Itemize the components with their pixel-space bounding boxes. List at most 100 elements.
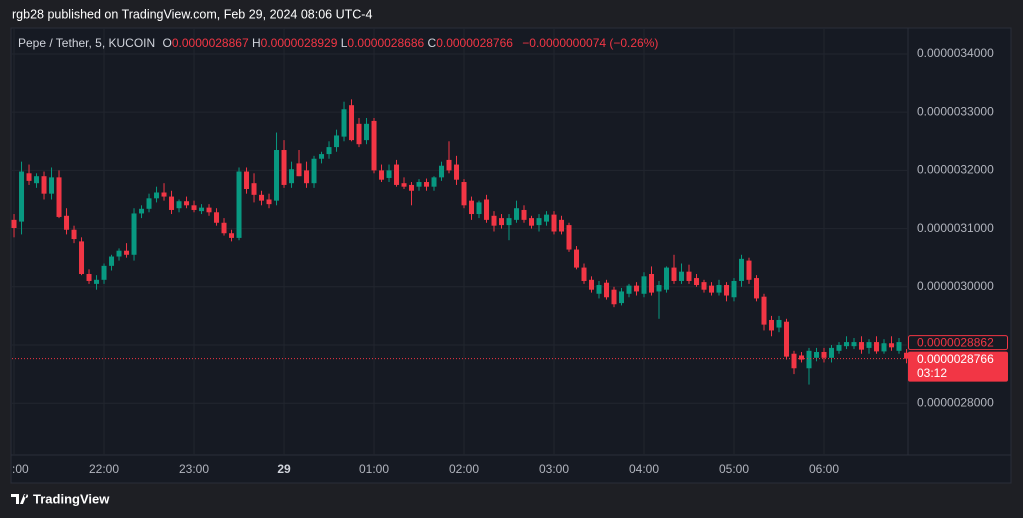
candle-body	[266, 199, 272, 205]
candle-body	[64, 215, 70, 230]
candle-body	[694, 278, 700, 286]
candle-body	[566, 225, 572, 250]
candle-body	[521, 209, 527, 220]
candle-body	[251, 183, 257, 195]
candle-body	[71, 229, 77, 240]
candle-body	[604, 282, 610, 298]
candle-body	[206, 207, 212, 213]
legend-key: C	[428, 36, 437, 50]
candle-body	[191, 205, 197, 210]
legend-key: L	[341, 36, 348, 50]
candle-body	[814, 351, 820, 358]
bid-box	[908, 335, 1008, 351]
candle-body	[859, 342, 865, 350]
candle-body	[484, 199, 490, 220]
candle-body	[551, 214, 557, 232]
candle-body	[664, 267, 670, 290]
candle-body	[19, 171, 25, 222]
candle-body	[289, 169, 295, 184]
candle-body	[184, 201, 190, 206]
candle-body	[94, 279, 100, 284]
candle-body	[679, 271, 685, 281]
legend-value: 0.0000028867	[172, 36, 249, 50]
candle-body	[446, 159, 452, 171]
x-tick-label: 04:00	[629, 462, 659, 476]
candle-body	[731, 280, 737, 298]
candle-body	[461, 182, 467, 206]
x-tick-label: 23:00	[179, 462, 209, 476]
last-price-label: 0.0000028766	[917, 352, 994, 366]
candle-body	[319, 154, 325, 159]
candle-body	[536, 218, 542, 226]
last-price-box	[908, 351, 1008, 382]
candle-body	[799, 355, 805, 360]
candle-body	[101, 265, 107, 280]
candle-body	[716, 285, 722, 293]
x-tick-label: 05:00	[719, 462, 749, 476]
candle-body	[326, 147, 332, 155]
candle-body	[424, 182, 430, 187]
candle-body	[176, 201, 182, 209]
legend-change: −0.0000000074 (−0.26%)	[522, 36, 658, 50]
candle-body	[739, 258, 745, 281]
candle-body	[161, 192, 167, 197]
y-tick-label: 0.0000034000	[917, 46, 994, 60]
candle-body	[656, 285, 662, 292]
candle-body	[109, 256, 115, 266]
candle-body	[476, 202, 482, 215]
candle-body	[544, 214, 550, 222]
candle-body	[506, 218, 512, 226]
candle-body	[49, 177, 55, 194]
candle-body	[311, 158, 317, 184]
logo-icon	[11, 494, 29, 504]
candle-body	[139, 208, 145, 214]
candle-body	[709, 285, 715, 293]
legend-key: H	[252, 36, 261, 50]
candle-body	[896, 342, 902, 351]
candle-body	[199, 207, 205, 212]
candle-body	[221, 222, 227, 234]
candle-body	[649, 273, 655, 293]
candle-body	[559, 219, 565, 232]
candle-body	[386, 170, 392, 178]
candle-body	[341, 109, 347, 137]
candle-body	[806, 350, 812, 369]
candle-body	[529, 218, 535, 226]
candle-body	[746, 260, 752, 280]
candle-body	[454, 164, 460, 180]
candle-body	[401, 183, 407, 187]
candle-body	[116, 250, 122, 257]
candle-body	[844, 342, 850, 347]
candle-body	[439, 165, 445, 178]
candle-body	[581, 267, 587, 281]
candle-body	[611, 289, 617, 305]
legend-symbol: Pepe / Tether, 5, KUCOIN	[18, 36, 155, 50]
candle-body	[641, 276, 647, 294]
candle-body	[776, 319, 782, 328]
candle-body	[371, 120, 377, 171]
logo	[11, 494, 29, 504]
candle-body	[296, 163, 302, 177]
candle-body	[821, 351, 827, 358]
candle-body	[469, 200, 475, 215]
bid-label: 0.0000028862	[917, 335, 994, 349]
candle-body	[701, 282, 707, 290]
candle-body	[416, 182, 422, 187]
candle-body	[229, 233, 235, 238]
candle-body	[836, 344, 842, 351]
x-tick-label: 06:00	[809, 462, 839, 476]
candle-body	[41, 176, 47, 194]
candle-body	[431, 177, 437, 187]
candle-body	[214, 212, 220, 223]
candle-body	[236, 171, 242, 238]
candle-body	[574, 249, 580, 268]
candle-body	[724, 285, 730, 296]
candle-body	[791, 353, 797, 369]
x-tick-label: 03:00	[539, 462, 569, 476]
chart-frame	[10, 27, 1012, 484]
candle-body	[304, 170, 310, 184]
candle-body	[409, 184, 415, 191]
y-tick-label: 0.0000031000	[917, 221, 994, 235]
candle-body	[146, 198, 152, 209]
